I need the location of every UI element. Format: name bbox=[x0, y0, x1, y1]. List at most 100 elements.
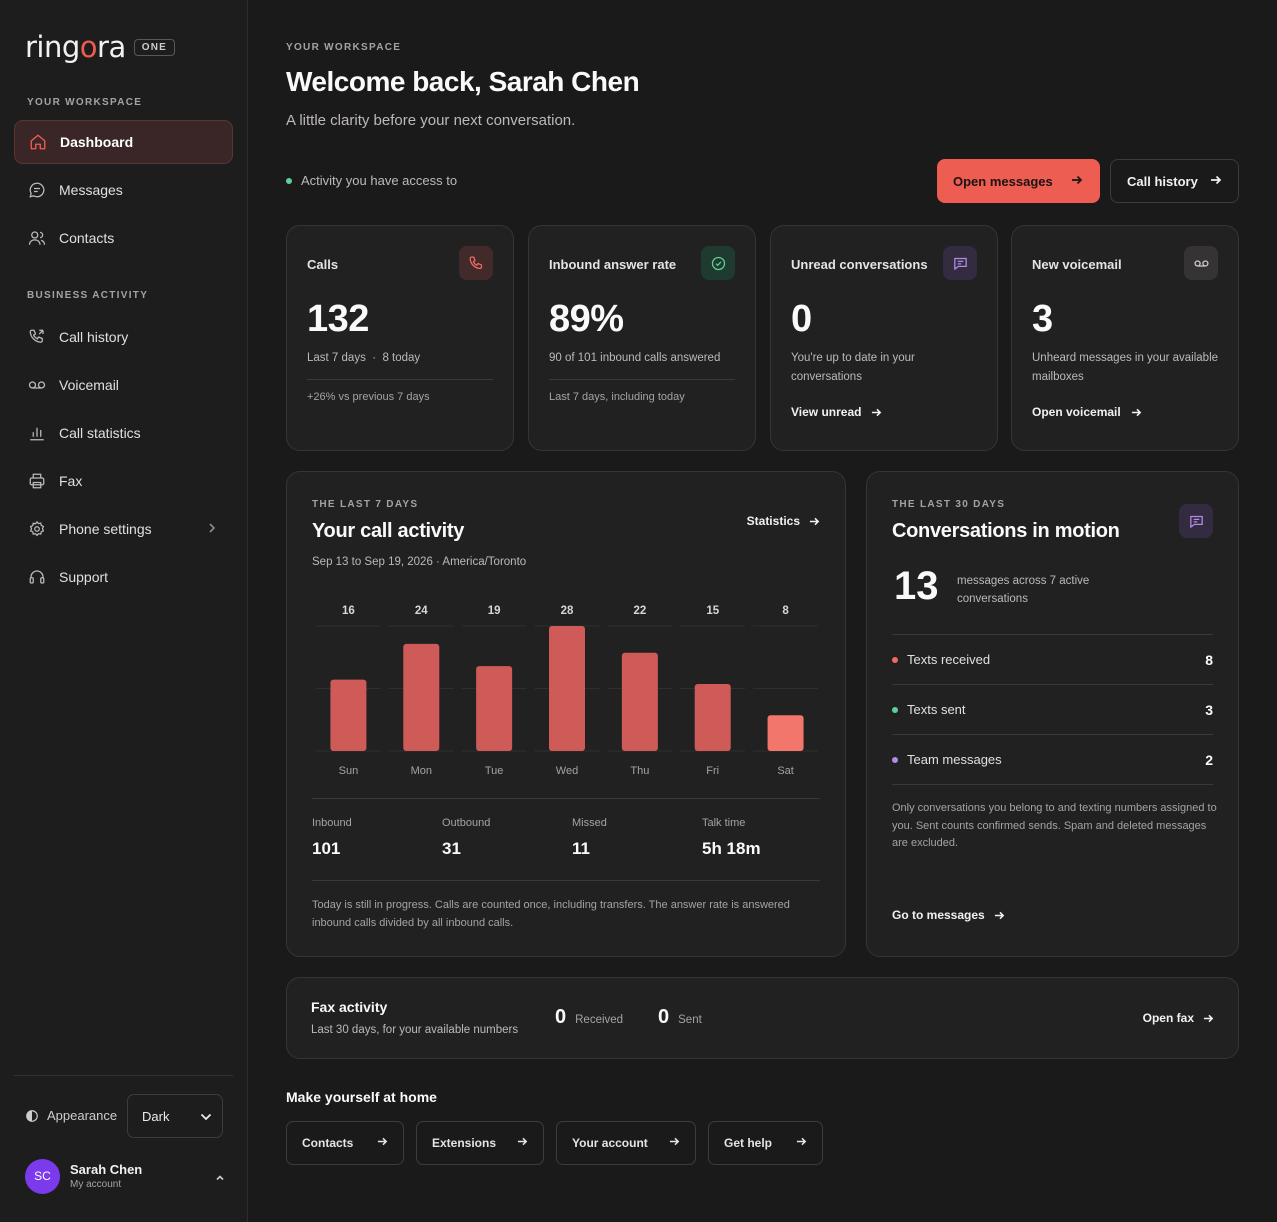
legend-dot bbox=[892, 756, 898, 763]
go-to-messages-link[interactable]: Go to messages bbox=[892, 908, 1005, 922]
bar-mon bbox=[403, 643, 440, 751]
sidebar-item-label: Call statistics bbox=[59, 425, 141, 441]
access-note: Activity you have access to bbox=[286, 173, 457, 188]
sidebar-item-label: Dashboard bbox=[60, 134, 134, 150]
conv-row-texts-sent: Texts sent 3 bbox=[892, 684, 1213, 734]
data-label: 22 bbox=[633, 605, 646, 617]
divider bbox=[312, 798, 820, 799]
sidebar-item-label: Support bbox=[59, 569, 109, 585]
card-title: Fax activity bbox=[311, 999, 388, 1015]
messages-count-sub: messages across 7 active conversations bbox=[957, 575, 1090, 605]
divider bbox=[892, 784, 1213, 785]
messages-count: 13 bbox=[894, 564, 939, 608]
open-messages-button[interactable]: Open messages bbox=[937, 159, 1100, 203]
theme-select[interactable]: Dark bbox=[127, 1094, 223, 1138]
stat-value: 132 bbox=[307, 298, 369, 340]
contrast-icon bbox=[25, 1109, 39, 1123]
arrow-right-icon bbox=[796, 1136, 807, 1150]
arrow-right-icon bbox=[1131, 407, 1142, 418]
fax-sent: 0 Sent bbox=[658, 1006, 702, 1028]
conv-row-team-messages: Team messages 2 bbox=[892, 734, 1213, 784]
headset-icon bbox=[27, 567, 47, 587]
stat-card-calls: Calls 132 Last 7 days · 8 today +26% vs … bbox=[286, 225, 514, 451]
view-unread-link[interactable]: View unread bbox=[791, 405, 882, 419]
arrow-right-icon bbox=[809, 516, 820, 527]
stat-trend: +26% vs previous 7 days bbox=[307, 391, 430, 403]
date-range: Sep 13 to Sep 19, 2026 · America/Toronto bbox=[312, 556, 527, 568]
contacts-shortcut-button[interactable]: Contacts bbox=[286, 1121, 404, 1165]
user-subtitle: My account bbox=[70, 1179, 122, 1190]
card-eyebrow: THE LAST 7 DAYS bbox=[312, 499, 419, 510]
page-subtitle: A little clarity before your next conver… bbox=[286, 112, 576, 129]
sidebar-item-messages[interactable]: Messages bbox=[14, 168, 233, 212]
sidebar-item-support[interactable]: Support bbox=[14, 555, 233, 599]
sidebar-item-dashboard[interactable]: Dashboard bbox=[14, 120, 233, 164]
stat-label: Unread conversations bbox=[791, 257, 928, 272]
bar-sat bbox=[767, 715, 804, 751]
page-title: Welcome back, Sarah Chen bbox=[286, 66, 640, 97]
arrow-right-icon bbox=[1210, 174, 1222, 189]
avatar: SC bbox=[25, 1158, 60, 1194]
stat-card-answer-rate: Inbound answer rate 89% 90 of 101 inboun… bbox=[528, 225, 756, 451]
stat-sub: Unheard messages in your available mailb… bbox=[1032, 352, 1219, 383]
stat-card-voicemail: New voicemail 3 Unheard messages in your… bbox=[1011, 225, 1239, 451]
sidebar-item-label: Messages bbox=[59, 182, 123, 198]
arrow-right-icon bbox=[669, 1136, 680, 1150]
bar-thu bbox=[621, 652, 658, 751]
sidebar-section-business: BUSINESS ACTIVITY bbox=[27, 290, 149, 301]
metric-talk-time: Talk time 5h 18m bbox=[702, 817, 761, 858]
fax-received: 0 Received bbox=[555, 1006, 624, 1028]
stat-sub: 90 of 101 inbound calls answered bbox=[549, 352, 721, 364]
chat-icon bbox=[1179, 504, 1213, 538]
metric-inbound: Inbound 101 bbox=[312, 817, 352, 858]
stat-sub: Last 7 days · 8 today bbox=[307, 352, 421, 364]
user-name: Sarah Chen bbox=[70, 1162, 143, 1177]
sidebar-section-workspace: YOUR WORKSPACE bbox=[27, 97, 143, 108]
check-circle-icon bbox=[701, 246, 735, 280]
conversations-card: THE LAST 30 DAYS Conversations in motion… bbox=[866, 471, 1239, 957]
open-voicemail-link[interactable]: Open voicemail bbox=[1032, 405, 1142, 419]
your-account-shortcut-button[interactable]: Your account bbox=[556, 1121, 696, 1165]
chat-icon bbox=[27, 180, 47, 200]
call-activity-chart: 16 Sun 24 Mon 19 Tue 28 Wed 22 Thu 15 Fri 8 Sat bbox=[316, 605, 818, 777]
sidebar-item-label: Fax bbox=[59, 473, 83, 489]
brand-logo[interactable]: ringora ONE bbox=[25, 30, 176, 64]
page-eyebrow: YOUR WORKSPACE bbox=[286, 42, 402, 53]
account-menu[interactable]: SC Sarah Chen My account bbox=[25, 1158, 225, 1194]
bar-wed bbox=[549, 626, 585, 751]
sidebar: ringora ONE YOUR WORKSPACE Dashboard Mes… bbox=[0, 0, 248, 1222]
statistics-link[interactable]: Statistics bbox=[747, 514, 820, 528]
bar-chart-icon bbox=[27, 423, 47, 443]
chevron-up-icon bbox=[215, 1169, 225, 1187]
call-history-button[interactable]: Call history bbox=[1110, 159, 1239, 203]
x-tick-label: Mon bbox=[411, 765, 432, 777]
data-label: 15 bbox=[706, 605, 719, 617]
stat-value: 89% bbox=[549, 298, 624, 340]
card-eyebrow: THE LAST 30 DAYS bbox=[892, 499, 1006, 510]
x-tick-label: Sun bbox=[339, 765, 359, 777]
sidebar-item-voicemail[interactable]: Voicemail bbox=[14, 363, 233, 407]
chevron-down-icon bbox=[200, 1109, 212, 1124]
sidebar-item-call-statistics[interactable]: Call statistics bbox=[14, 411, 233, 455]
stat-card-unread: Unread conversations 0 You're up to date… bbox=[770, 225, 998, 451]
arrow-right-icon bbox=[994, 910, 1005, 921]
phone-history-icon bbox=[27, 327, 47, 347]
sidebar-item-contacts[interactable]: Contacts bbox=[14, 216, 233, 260]
card-title: Your call activity bbox=[312, 520, 465, 542]
get-help-shortcut-button[interactable]: Get help bbox=[708, 1121, 823, 1165]
sidebar-item-phone-settings[interactable]: Phone settings bbox=[14, 507, 233, 551]
open-fax-link[interactable]: Open fax bbox=[1143, 1011, 1214, 1025]
arrow-right-icon bbox=[1203, 1013, 1214, 1024]
divider bbox=[312, 880, 820, 881]
conv-row-texts-received: Texts received 8 bbox=[892, 634, 1213, 684]
card-subtitle: Last 30 days, for your available numbers bbox=[311, 1024, 519, 1036]
stat-value: 3 bbox=[1032, 298, 1053, 340]
appearance-label: Appearance bbox=[25, 1108, 117, 1123]
stat-label: Calls bbox=[307, 257, 339, 272]
sidebar-item-fax[interactable]: Fax bbox=[14, 459, 233, 503]
legend-dot bbox=[892, 706, 898, 713]
extensions-shortcut-button[interactable]: Extensions bbox=[416, 1121, 544, 1165]
sidebar-item-call-history[interactable]: Call history bbox=[14, 315, 233, 359]
card-title: Conversations in motion bbox=[892, 520, 1120, 542]
status-dot bbox=[286, 177, 292, 184]
